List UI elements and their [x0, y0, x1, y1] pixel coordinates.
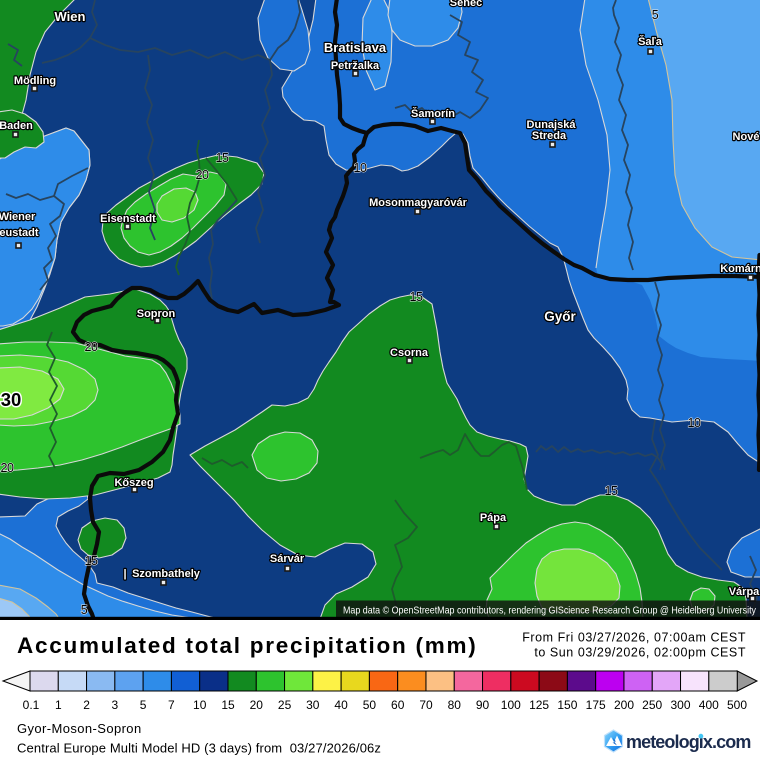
svg-text:Mödling: Mödling	[14, 75, 56, 87]
svg-text:80: 80	[448, 698, 462, 712]
svg-text:to Sun 03/29/2026, 02:00pm CES: to Sun 03/29/2026, 02:00pm CEST	[534, 646, 746, 660]
svg-text:Várpa: Várpa	[729, 586, 760, 598]
svg-text:15: 15	[221, 698, 235, 712]
svg-text:Győr: Győr	[544, 309, 576, 324]
svg-text:70: 70	[419, 698, 433, 712]
svg-text:|: |	[123, 568, 126, 580]
svg-text:500: 500	[727, 698, 747, 712]
svg-text:15: 15	[215, 151, 229, 165]
svg-text:Szombathely: Szombathely	[132, 568, 201, 580]
svg-text:Šamorín: Šamorín	[411, 107, 455, 120]
svg-text:Dunajská: Dunajská	[527, 119, 577, 131]
svg-text:20: 20	[195, 168, 209, 182]
svg-text:Sárvár: Sárvár	[270, 553, 305, 565]
svg-text:Bratislava: Bratislava	[324, 40, 387, 55]
svg-text:Mosonmagyaróvár: Mosonmagyaróvár	[369, 197, 468, 209]
svg-text:15: 15	[84, 554, 98, 568]
svg-text:15: 15	[409, 290, 423, 304]
svg-text:Senec: Senec	[450, 0, 482, 9]
svg-text:Kőszeg: Kőszeg	[114, 477, 153, 489]
svg-text:20: 20	[0, 461, 14, 475]
svg-text:2: 2	[83, 698, 90, 712]
svg-text:Csorna: Csorna	[390, 347, 429, 359]
svg-text:Petržalka: Petržalka	[331, 60, 380, 72]
svg-text:300: 300	[670, 698, 690, 712]
svg-text:30: 30	[306, 698, 320, 712]
svg-text:1: 1	[55, 698, 62, 712]
svg-text:Nové: Nové	[733, 131, 760, 143]
svg-text:250: 250	[642, 698, 662, 712]
svg-text:Wien: Wien	[55, 9, 86, 24]
svg-text:From Fri 03/27/2026, 07:00am C: From Fri 03/27/2026, 07:00am CEST	[522, 631, 746, 645]
svg-text:Baden: Baden	[0, 120, 33, 132]
svg-text:Pápa: Pápa	[480, 512, 507, 524]
svg-text:10: 10	[353, 161, 367, 175]
svg-text:Map data © OpenStreetMap contr: Map data © OpenStreetMap contributors, r…	[343, 605, 757, 617]
svg-text:200: 200	[614, 698, 634, 712]
svg-text:10: 10	[687, 416, 701, 430]
svg-text:175: 175	[586, 698, 606, 712]
svg-text:20: 20	[250, 698, 264, 712]
svg-text:Šaľa: Šaľa	[638, 35, 663, 48]
svg-text:15: 15	[604, 484, 618, 498]
svg-text:40: 40	[334, 698, 348, 712]
svg-text:5: 5	[652, 8, 659, 22]
svg-text:Streda: Streda	[532, 130, 567, 142]
svg-text:400: 400	[699, 698, 719, 712]
svg-text:Accumulated total precipitatio: Accumulated total precipitation (mm)	[17, 633, 478, 658]
svg-text:60: 60	[391, 698, 405, 712]
svg-text:Gyor-Moson-Sopron: Gyor-Moson-Sopron	[17, 721, 142, 736]
svg-text:Sopron: Sopron	[137, 308, 176, 320]
svg-text:Wiener: Wiener	[0, 211, 36, 223]
svg-text:30: 30	[1, 389, 22, 410]
svg-text:Central Europe Multi Model HD: Central Europe Multi Model HD (3 days) f…	[17, 741, 381, 756]
svg-text:50: 50	[363, 698, 377, 712]
svg-text:0.1: 0.1	[23, 698, 40, 712]
svg-text:5: 5	[140, 698, 147, 712]
svg-text:7: 7	[168, 698, 175, 712]
svg-text:Eisenstadt: Eisenstadt	[100, 213, 156, 225]
svg-text:125: 125	[529, 698, 549, 712]
svg-text:150: 150	[557, 698, 577, 712]
svg-text:meteologix.com: meteologix.com	[626, 732, 750, 752]
svg-text:10: 10	[193, 698, 207, 712]
svg-text:25: 25	[278, 698, 292, 712]
svg-text:Neustadt: Neustadt	[0, 227, 39, 239]
svg-text:90: 90	[476, 698, 490, 712]
svg-text:100: 100	[501, 698, 521, 712]
svg-text:Komárn: Komárn	[720, 263, 760, 275]
svg-text:3: 3	[112, 698, 119, 712]
svg-text:20: 20	[84, 340, 98, 354]
svg-text:5: 5	[81, 603, 88, 617]
